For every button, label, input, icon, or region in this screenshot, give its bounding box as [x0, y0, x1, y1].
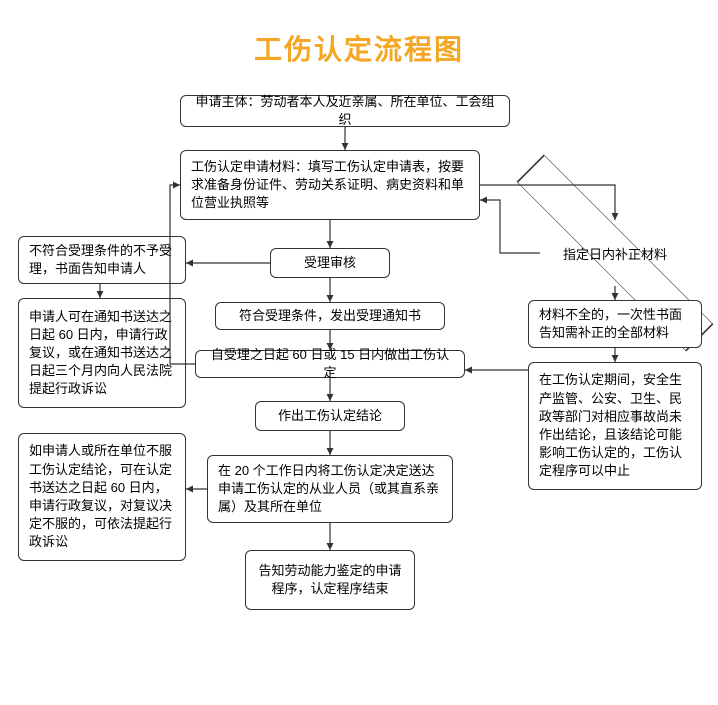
- diamond-label: 指定日内补正材料: [563, 244, 667, 263]
- node-applicant: 申请主体：劳动者本人及近亲属、所在单位、工会组织: [180, 95, 510, 127]
- note-dispute: 如申请人或所在单位不服工伤认定结论，可在认定书送达之日起 60 日内，申请行政复…: [18, 433, 186, 561]
- note-incomplete: 材料不全的，一次性书面告知需补正的全部材料: [528, 300, 702, 348]
- page-title: 工伤认定流程图: [0, 28, 718, 68]
- note-suspend: 在工伤认定期间，安全生产监管、公安、卫生、民政等部门对相应事故尚未作出结论，且该…: [528, 362, 702, 490]
- node-materials: 工伤认定申请材料：填写工伤认定申请表，按要求准备身份证件、劳动关系证明、病史资料…: [180, 150, 480, 220]
- decision-supplement: 指定日内补正材料: [540, 218, 690, 288]
- node-accept-notice: 符合受理条件，发出受理通知书: [215, 302, 445, 330]
- note-reject: 不符合受理条件的不予受理，书面告知申请人: [18, 236, 186, 284]
- node-end: 告知劳动能力鉴定的申请程序，认定程序结束: [245, 550, 415, 610]
- note-reconsideration: 申请人可在通知书送达之日起 60 日内，申请行政复议，或在通知书送达之日起三个月…: [18, 298, 186, 408]
- node-deadline: 自受理之日起 60 日或 15 日内做出工伤认定: [195, 350, 465, 378]
- node-deliver: 在 20 个工作日内将工伤认定决定送达申请工伤认定的从业人员（或其直系亲属）及其…: [207, 455, 453, 523]
- node-conclusion: 作出工伤认定结论: [255, 401, 405, 431]
- node-review: 受理审核: [270, 248, 390, 278]
